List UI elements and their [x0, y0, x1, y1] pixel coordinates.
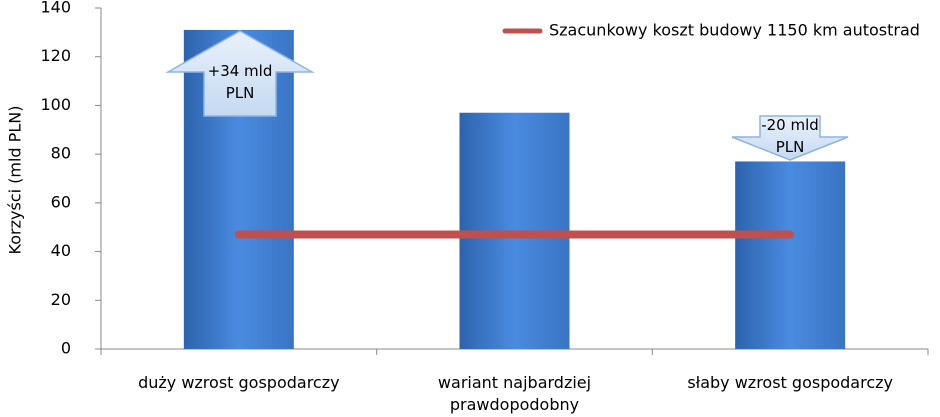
legend-label: Szacunkowy koszt budowy 1150 km autostra… [549, 21, 920, 40]
bar [735, 161, 846, 349]
y-tick-label: 120 [40, 46, 71, 65]
annotation: -20 mld PLN [761, 116, 819, 156]
annotation: +34 mld PLN [207, 62, 273, 102]
y-tick-label: 0 [61, 339, 71, 358]
y-tick-label: 40 [51, 241, 71, 260]
y-tick-label: 60 [51, 192, 71, 211]
y-axis-title: Korzyści (mld PLN) [6, 106, 25, 255]
y-tick-label: 20 [51, 290, 71, 309]
x-tick-label: wariant najbardziej prawdopodobny [437, 373, 592, 414]
x-tick-label: duży wzrost gospodarczy [138, 373, 340, 392]
annotation-arrow [731, 115, 849, 161]
annotation-arrow [165, 30, 315, 117]
y-tick-label: 140 [40, 0, 71, 17]
y-tick-label: 100 [40, 95, 71, 114]
y-tick-label: 80 [51, 144, 71, 163]
x-tick-label: słaby wzrost gospodarczy [687, 373, 893, 392]
